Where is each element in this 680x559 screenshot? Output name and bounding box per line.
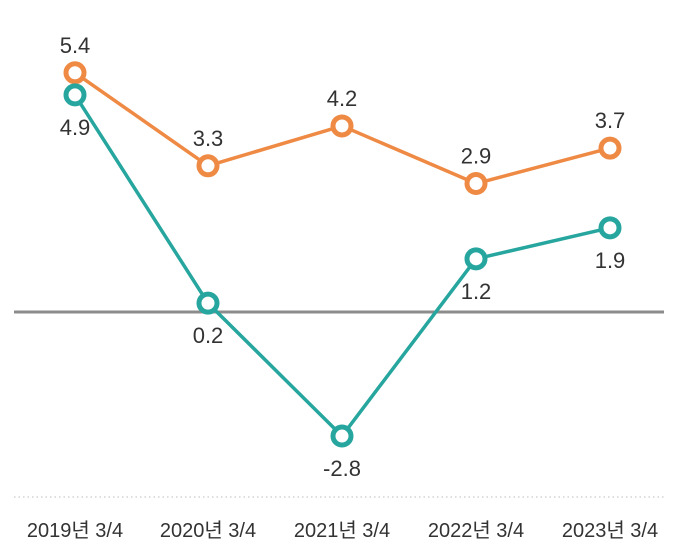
x-tick-label: 2019년 3/4 — [27, 519, 123, 542]
series-1-point — [464, 172, 488, 196]
series-2-data-label: 1.2 — [461, 279, 492, 304]
series-1-data-label: 4.2 — [327, 86, 358, 111]
x-tick-label: 2020년 3/4 — [160, 519, 256, 542]
series-1: 5.4 3.3 4.2 2.9 3.7 — [60, 33, 626, 196]
series-2-point — [330, 424, 354, 448]
series-1-point — [598, 136, 622, 160]
x-tick-label: 2021년 3/4 — [294, 519, 390, 542]
x-axis-ticks: 2019년 3/4 2020년 3/4 2021년 3/4 2022년 3/4 2023… — [27, 519, 658, 542]
series-2-point — [598, 216, 622, 240]
x-tick-label: 2022년 3/4 — [428, 519, 524, 542]
series-1-data-label: 2.9 — [461, 144, 492, 169]
series-1-data-label: 3.3 — [193, 126, 224, 151]
series-2-point — [464, 247, 488, 271]
series-2-data-label: 4.9 — [60, 115, 91, 140]
x-tick-label: 2023년 3/4 — [562, 519, 658, 542]
series-2-line — [73, 93, 611, 438]
series-1-data-label: 3.7 — [595, 108, 626, 133]
series-2-data-label: -2.8 — [323, 456, 361, 481]
series-1-point — [63, 61, 87, 85]
series-1-data-label: 5.4 — [60, 33, 91, 58]
series-2: 4.9 0.2 -2.8 1.2 1.9 — [60, 83, 626, 481]
series-2-point — [196, 291, 220, 315]
series-2-data-label: 1.9 — [595, 248, 626, 273]
series-layer: 5.4 3.3 4.2 2.9 3.7 4.9 0.2 -2.8 1.2 1.9 — [60, 33, 626, 481]
series-2-data-label: 0.2 — [193, 323, 224, 348]
series-2-point — [63, 83, 87, 107]
series-1-point — [330, 114, 354, 138]
series-1-point — [196, 154, 220, 178]
